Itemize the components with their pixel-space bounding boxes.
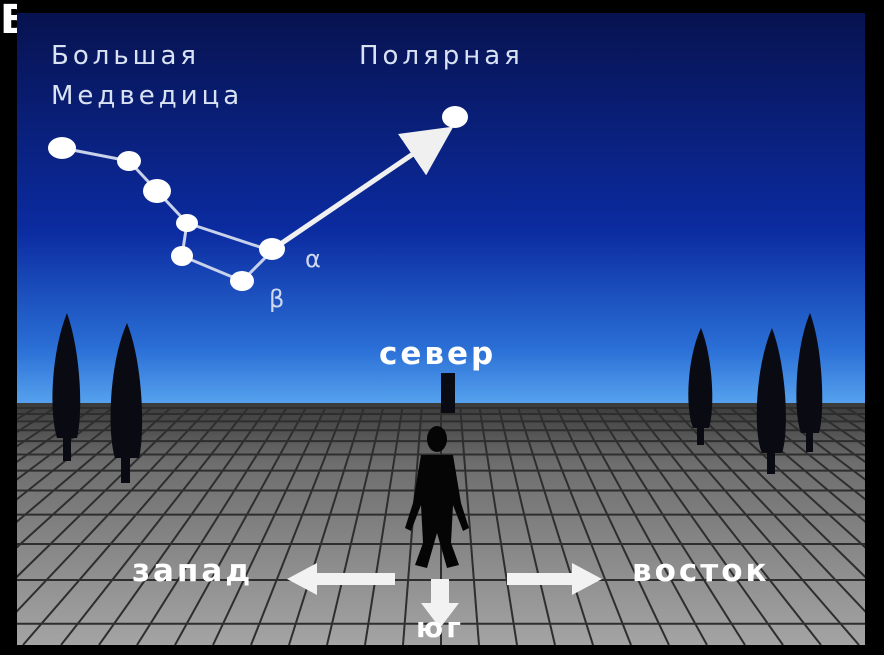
tree-right-2-trunk (767, 448, 775, 474)
night-sky (17, 13, 865, 408)
arrow-east (507, 563, 602, 595)
stars (48, 106, 468, 291)
north-label: север (379, 336, 497, 372)
south-label: юг (416, 611, 464, 644)
arrow-south (421, 579, 459, 628)
star-beta (230, 271, 254, 291)
tree-right-3-trunk (806, 428, 813, 452)
orientation-scene: Большая Медведица Полярная α β север зап… (17, 13, 865, 645)
constellation-name-line2: Медведица (51, 81, 244, 111)
person-figure (405, 426, 469, 568)
tree-left-2 (110, 323, 143, 458)
star-2 (117, 151, 141, 171)
arrow-west (287, 563, 395, 595)
star-6 (171, 246, 193, 266)
constellation-name-line1: Большая (51, 41, 201, 71)
alpha-label: α (305, 245, 321, 273)
tree-right-3 (796, 313, 823, 433)
direction-arrows (287, 563, 602, 628)
corner-letter: В (0, 0, 17, 40)
tree-left-1-trunk (63, 433, 71, 461)
west-label: запад (132, 553, 254, 589)
beta-label: β (269, 285, 285, 313)
tree-right-1 (688, 328, 713, 428)
distant-post (441, 373, 455, 413)
tree-left-2-trunk (121, 453, 130, 483)
trees (52, 313, 823, 483)
scene-drawing (17, 13, 865, 645)
star-1 (48, 137, 76, 159)
pointer-arrow (277, 126, 454, 248)
star-alpha (259, 238, 285, 260)
star-4 (176, 214, 198, 232)
tree-left-1 (52, 313, 81, 438)
east-label: восток (632, 553, 770, 589)
star-3 (143, 179, 171, 203)
tree-right-1-trunk (697, 423, 704, 445)
tree-right-2 (756, 328, 786, 453)
polar-star-label: Полярная (359, 41, 524, 71)
polar-star (442, 106, 468, 128)
